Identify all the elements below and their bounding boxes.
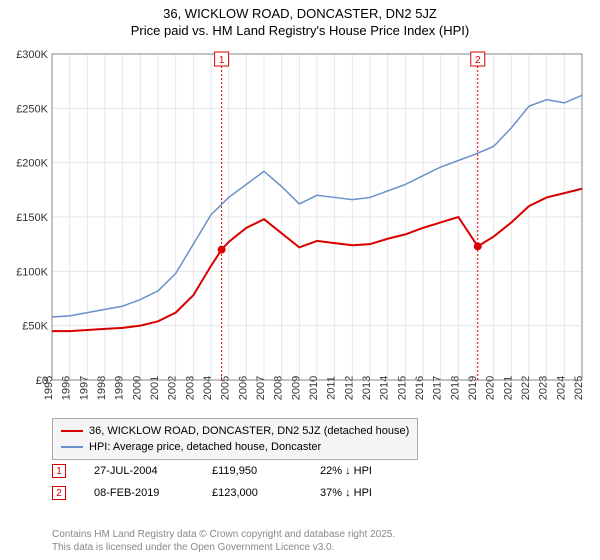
x-axis-label: 2024 [555, 376, 567, 400]
x-axis-label: 2020 [485, 376, 497, 400]
legend-row: 36, WICKLOW ROAD, DONCASTER, DN2 5JZ (de… [61, 423, 409, 439]
sales-table: 1 27-JUL-2004 £119,950 22% ↓ HPI 2 08-FEB-201… [52, 460, 410, 504]
x-axis-label: 1998 [96, 376, 108, 400]
sale-row: 1 27-JUL-2004 £119,950 22% ↓ HPI [52, 460, 410, 482]
sale-hpi-diff: 37% ↓ HPI [320, 487, 410, 499]
legend-swatch [61, 430, 83, 432]
sale-price: £119,950 [212, 465, 292, 477]
sale-date: 27-JUL-2004 [94, 465, 184, 477]
sale-price: £123,000 [212, 487, 292, 499]
x-axis-label: 2018 [449, 376, 461, 400]
x-axis-label: 2010 [308, 376, 320, 400]
y-axis-label: £200K [16, 158, 48, 170]
footer-line-1: Contains HM Land Registry data © Crown c… [52, 528, 395, 541]
x-axis-label: 1995 [43, 376, 55, 400]
y-axis-label: £250K [16, 103, 48, 115]
title-line-1: 36, WICKLOW ROAD, DONCASTER, DN2 5JZ [0, 6, 600, 23]
sale-marker-number: 2 [475, 55, 481, 66]
x-axis-label: 2002 [167, 376, 179, 400]
y-axis-label: £300K [16, 49, 48, 61]
x-axis-label: 2013 [361, 376, 373, 400]
x-axis-label: 2007 [255, 376, 267, 400]
sale-marker-number: 1 [219, 55, 225, 66]
x-axis-label: 2004 [202, 376, 214, 400]
legend-row: HPI: Average price, detached house, Donc… [61, 439, 409, 455]
sale-marker-icon: 1 [52, 464, 66, 478]
x-axis-label: 1996 [61, 376, 73, 400]
x-axis-label: 2015 [396, 376, 408, 400]
chart-title: 36, WICKLOW ROAD, DONCASTER, DN2 5JZ Pri… [0, 0, 600, 40]
chart-area: £0£50K£100K£150K£200K£250K£300K199519961… [12, 46, 588, 408]
legend-swatch [61, 446, 83, 448]
x-axis-label: 2025 [573, 376, 585, 400]
x-axis-label: 2023 [538, 376, 550, 400]
x-axis-label: 2006 [237, 376, 249, 400]
x-axis-label: 1999 [114, 376, 126, 400]
x-axis-label: 2016 [414, 376, 426, 400]
line-chart-svg: £0£50K£100K£150K£200K£250K£300K199519961… [12, 46, 588, 408]
y-axis-label: £50K [22, 321, 48, 333]
x-axis-label: 2012 [343, 376, 355, 400]
legend-label: HPI: Average price, detached house, Donc… [89, 441, 321, 453]
x-axis-label: 2017 [432, 376, 444, 400]
legend-label: 36, WICKLOW ROAD, DONCASTER, DN2 5JZ (de… [89, 425, 409, 437]
y-axis-label: £100K [16, 266, 48, 278]
x-axis-label: 2014 [379, 376, 391, 400]
x-axis-label: 2009 [290, 376, 302, 400]
x-axis-label: 1997 [78, 376, 90, 400]
x-axis-label: 2019 [467, 376, 479, 400]
x-axis-label: 2003 [184, 376, 196, 400]
x-axis-label: 2001 [149, 376, 161, 400]
title-line-2: Price paid vs. HM Land Registry's House … [0, 23, 600, 40]
legend-box: 36, WICKLOW ROAD, DONCASTER, DN2 5JZ (de… [52, 418, 418, 460]
sale-date: 08-FEB-2019 [94, 487, 184, 499]
y-axis-label: £150K [16, 212, 48, 224]
x-axis-label: 2022 [520, 376, 532, 400]
sale-marker-icon: 2 [52, 486, 66, 500]
x-axis-label: 2021 [502, 376, 514, 400]
sale-row: 2 08-FEB-2019 £123,000 37% ↓ HPI [52, 482, 410, 504]
attribution-footer: Contains HM Land Registry data © Crown c… [52, 528, 395, 554]
sale-hpi-diff: 22% ↓ HPI [320, 465, 410, 477]
chart-container: 36, WICKLOW ROAD, DONCASTER, DN2 5JZ Pri… [0, 0, 600, 560]
x-axis-label: 2008 [273, 376, 285, 400]
x-axis-label: 2000 [131, 376, 143, 400]
footer-line-2: This data is licensed under the Open Gov… [52, 541, 395, 554]
